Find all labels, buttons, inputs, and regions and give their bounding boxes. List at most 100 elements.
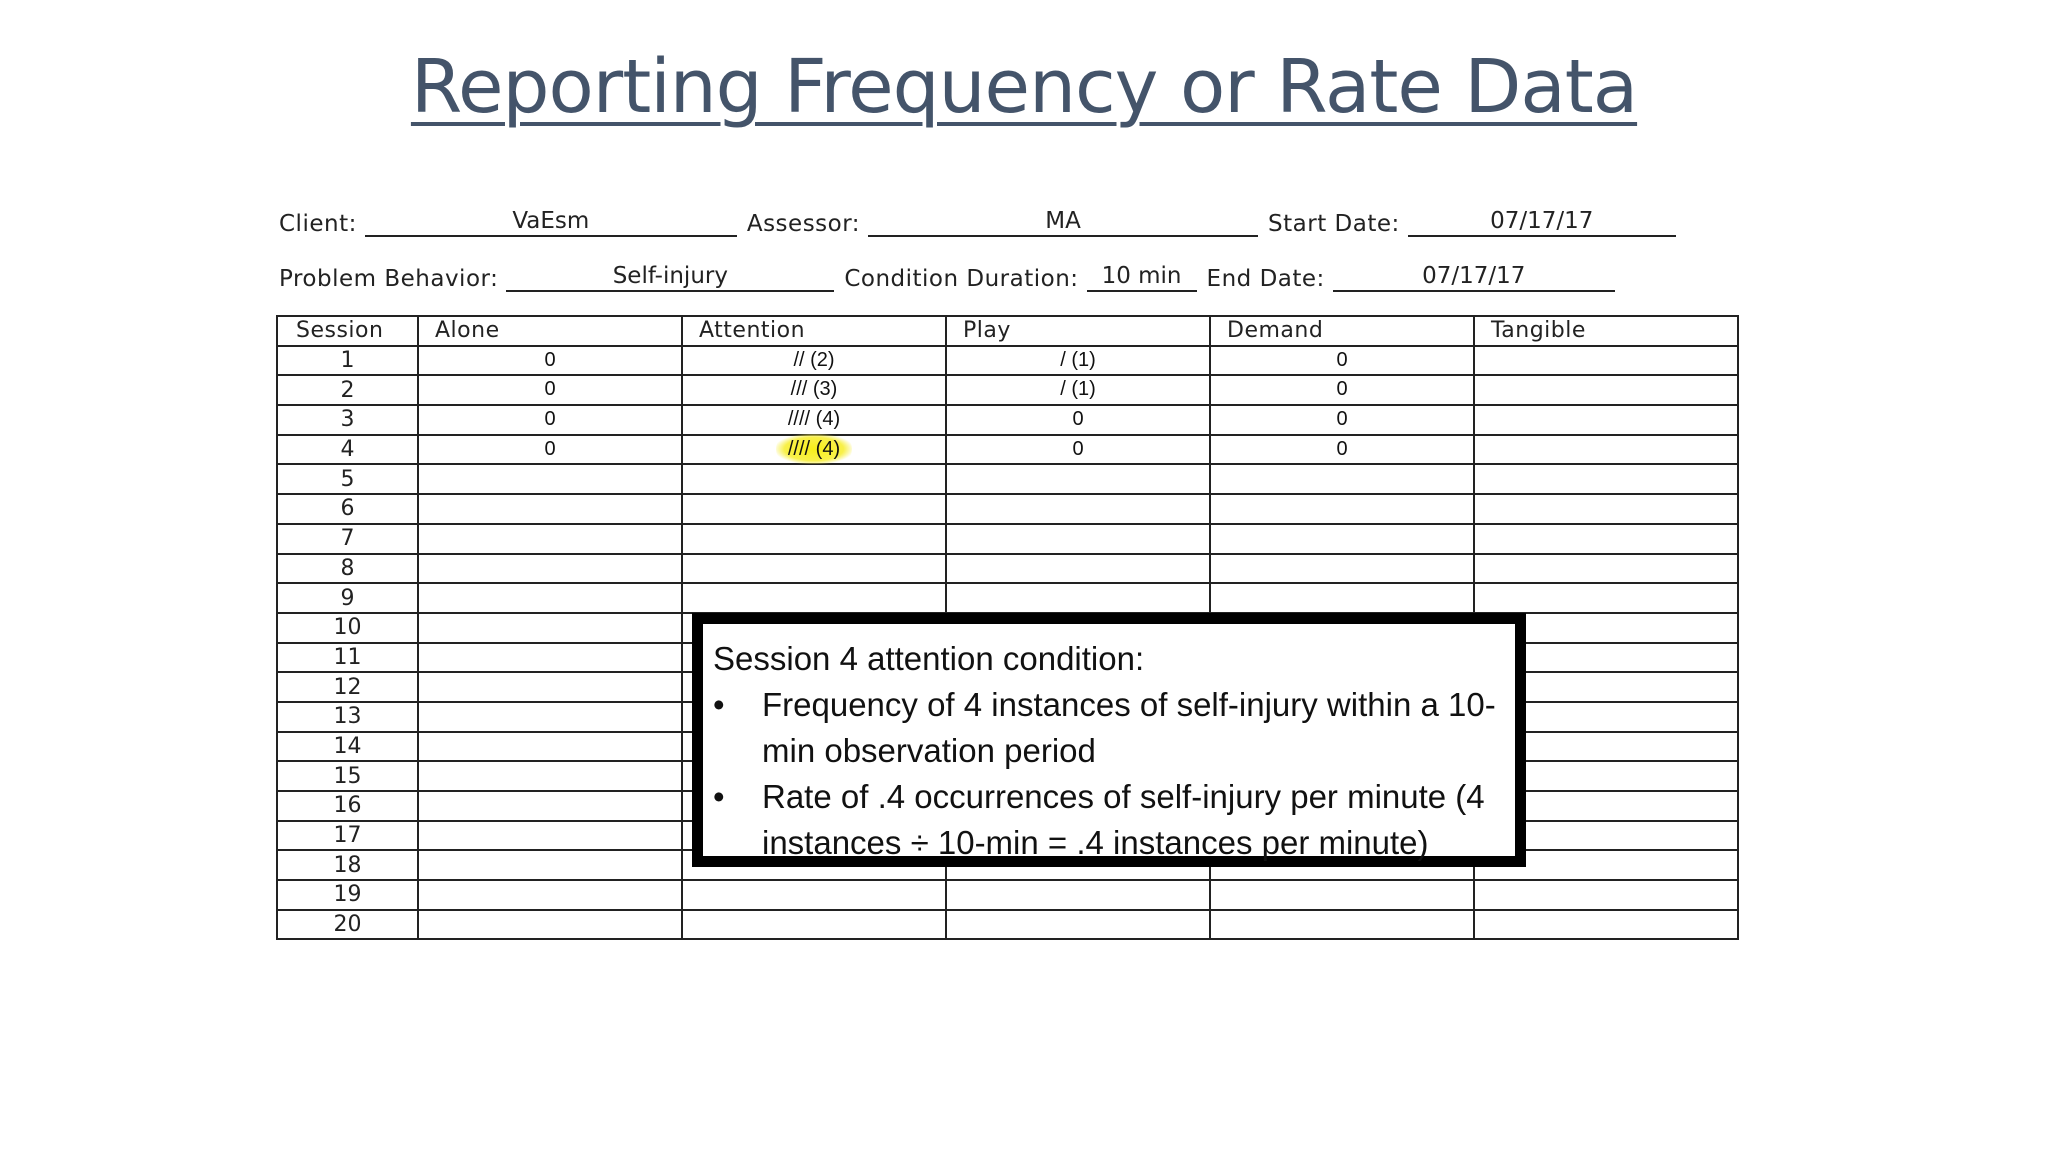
session-number-cell: 7 <box>276 522 419 555</box>
callout-bullet-2: • Rate of .4 occurrences of self-injury … <box>713 774 1505 866</box>
table-row: 3 0//// (4) 0 0 <box>276 404 1739 436</box>
attention-cell: // (2) <box>681 344 947 377</box>
attention-cell: //// (4) <box>681 404 947 436</box>
play-cell: / (1) <box>945 344 1211 377</box>
demand-cell: 0 <box>1209 374 1475 407</box>
session-number-cell: 1 <box>276 344 419 377</box>
client-field: VaEsm <box>364 207 737 237</box>
alone-cell <box>417 493 683 525</box>
attention-cell <box>681 552 947 585</box>
demand-cell: 0 <box>1209 344 1475 377</box>
column-header-demand: Demand <box>1209 315 1475 347</box>
tangible-cell <box>1473 433 1739 466</box>
session-number-cell: 3 <box>276 404 419 436</box>
demand-cell <box>1209 908 1475 941</box>
play-cell <box>945 463 1211 496</box>
table-row: 19 <box>276 879 1739 911</box>
demand-cell <box>1209 582 1475 614</box>
demand-cell: 0 <box>1209 404 1475 436</box>
callout-bullet-1: • Frequency of 4 instances of self-injur… <box>713 682 1505 774</box>
end-date-field: 07/17/17 <box>1332 262 1615 292</box>
start-date-label: Start Date: <box>1268 211 1400 237</box>
session-number-cell: 18 <box>276 849 419 882</box>
table-row: 1 0// (2) / (1) 0 <box>276 344 1739 377</box>
alone-cell <box>417 730 683 763</box>
session-number-cell: 6 <box>276 493 419 525</box>
alone-cell <box>417 552 683 585</box>
alone-cell <box>417 700 683 733</box>
callout-heading: Session 4 attention condition: <box>713 640 1145 677</box>
alone-cell <box>417 582 683 614</box>
condition-duration-label: Condition Duration: <box>844 266 1079 292</box>
column-header-session: Session <box>276 315 419 347</box>
assessor-field: MA <box>868 207 1259 237</box>
tangible-cell <box>1473 374 1739 407</box>
session-number-cell: 19 <box>276 879 419 911</box>
form-header-row-1: Client: VaEsm Assessor: MA Start Date: 0… <box>279 203 1686 237</box>
play-cell: 0 <box>945 433 1211 466</box>
alone-cell <box>417 819 683 852</box>
play-cell: / (1) <box>945 374 1211 407</box>
session-number-cell: 13 <box>276 700 419 733</box>
column-header-play: Play <box>945 315 1211 347</box>
session-number-cell: 10 <box>276 611 419 644</box>
bullet-marker: • <box>713 778 725 815</box>
alone-cell: 0 <box>417 374 683 407</box>
end-date-label: End Date: <box>1206 266 1325 292</box>
callout-bullet-text: Frequency of 4 instances of self-injury … <box>762 686 1496 769</box>
column-header-alone: Alone <box>417 315 683 347</box>
demand-cell <box>1209 879 1475 911</box>
play-cell <box>945 908 1211 941</box>
demand-cell <box>1209 463 1475 496</box>
session-number-cell: 12 <box>276 671 419 703</box>
attention-cell <box>681 493 947 525</box>
play-cell <box>945 522 1211 555</box>
alone-cell: 0 <box>417 344 683 377</box>
start-date-field: 07/17/17 <box>1407 207 1676 237</box>
table-row: 4 0//// (4) 0 0 <box>276 433 1739 466</box>
table-row: 20 <box>276 908 1739 941</box>
attention-cell <box>681 908 947 941</box>
table-row: 7 <box>276 522 1739 555</box>
attention-cell <box>681 522 947 555</box>
session-number-cell: 8 <box>276 552 419 585</box>
session-number-cell: 11 <box>276 641 419 674</box>
alone-cell <box>417 879 683 911</box>
tangible-cell <box>1473 522 1739 555</box>
table-row: 2 0/// (3) / (1) 0 <box>276 374 1739 407</box>
session-number-cell: 5 <box>276 463 419 496</box>
alone-cell <box>417 671 683 703</box>
attention-cell <box>681 879 947 911</box>
demand-cell <box>1209 493 1475 525</box>
session-number-cell: 15 <box>276 760 419 792</box>
problem-behavior-field: Self-injury <box>506 262 835 292</box>
alone-cell <box>417 760 683 792</box>
alone-cell <box>417 463 683 496</box>
session-number-cell: 4 <box>276 433 419 466</box>
attention-cell <box>681 463 947 496</box>
demand-cell <box>1209 552 1475 585</box>
table-row: 5 <box>276 463 1739 496</box>
attention-cell: /// (3) <box>681 374 947 407</box>
play-cell <box>945 582 1211 614</box>
callout-box: Session 4 attention condition: • Frequen… <box>692 613 1526 867</box>
alone-cell: 0 <box>417 433 683 466</box>
table-row: 8 <box>276 552 1739 585</box>
alone-cell <box>417 908 683 941</box>
condition-duration-field: 10 min <box>1086 262 1197 292</box>
session-number-cell: 9 <box>276 582 419 614</box>
play-cell <box>945 879 1211 911</box>
alone-cell <box>417 849 683 882</box>
play-cell: 0 <box>945 404 1211 436</box>
slide-title: Reporting Frequency or Rate Data <box>410 44 1638 130</box>
tangible-cell <box>1473 908 1739 941</box>
tangible-cell <box>1473 552 1739 585</box>
alone-cell: 0 <box>417 404 683 436</box>
play-cell <box>945 493 1211 525</box>
demand-cell: 0 <box>1209 433 1475 466</box>
session-number-cell: 2 <box>276 374 419 407</box>
assessor-label: Assessor: <box>746 211 861 237</box>
attention-cell: //// (4) <box>681 433 947 466</box>
alone-cell <box>417 790 683 822</box>
